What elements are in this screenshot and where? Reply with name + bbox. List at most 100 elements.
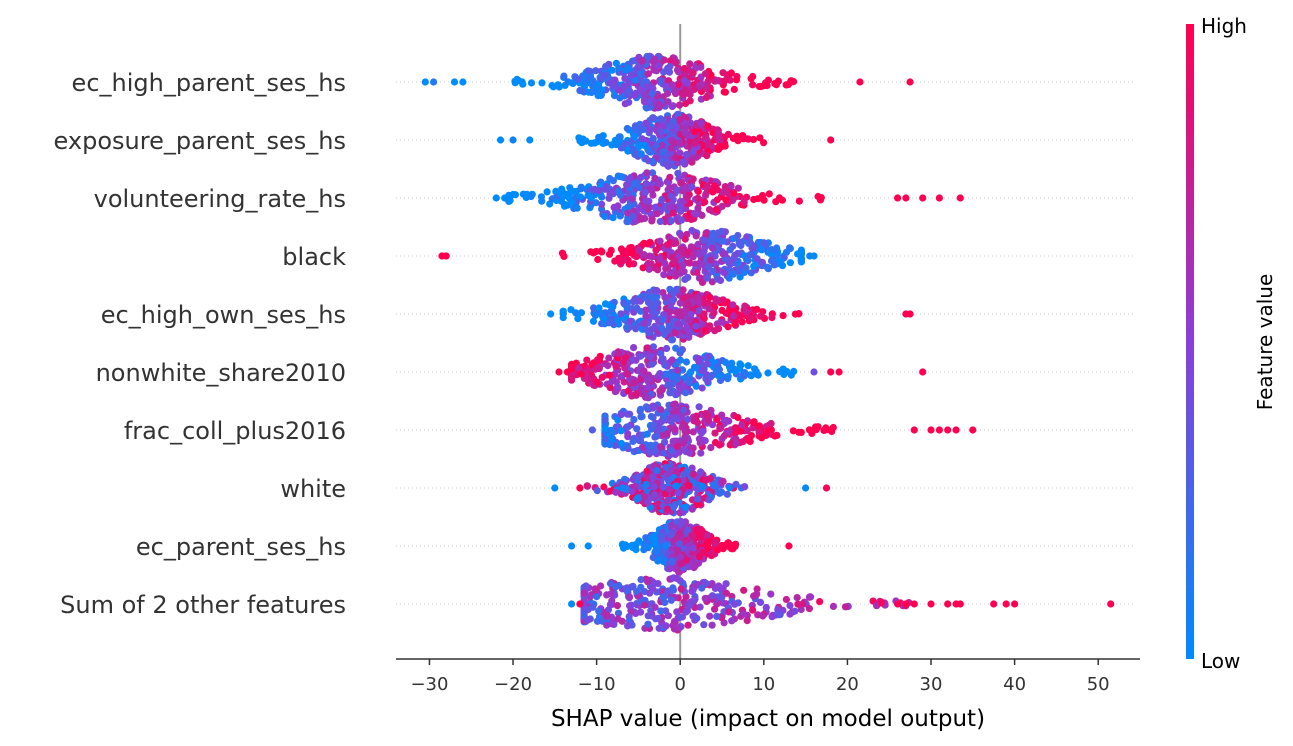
- swarm-dot: [731, 251, 739, 259]
- swarm-dot: [702, 93, 711, 102]
- swarm-dot: [722, 580, 730, 588]
- swarm-dot: [721, 183, 729, 191]
- swarm-dot: [683, 194, 692, 202]
- swarm-dot: [587, 193, 596, 201]
- swarm-dot: [717, 371, 725, 379]
- swarm-dot: [771, 80, 779, 88]
- swarm-dot: [643, 393, 652, 401]
- swarm-dot: [672, 482, 681, 490]
- swarm-dot: [675, 80, 683, 89]
- swarm-dot: [676, 116, 684, 124]
- swarm-dot: [631, 217, 639, 226]
- swarm-dot: [814, 192, 822, 201]
- swarm-dot: [671, 139, 679, 147]
- swarm-dot: [649, 58, 657, 66]
- swarm-dot: [759, 612, 767, 620]
- swarm-dot: [657, 77, 665, 85]
- swarm-dot: [768, 314, 776, 322]
- swarm-dot: [682, 389, 690, 397]
- swarm-dot: [640, 141, 649, 149]
- swarm-dot: [789, 427, 797, 435]
- swarm-dot: [734, 259, 743, 267]
- swarm-dot: [667, 447, 676, 455]
- x-tick-label: 40: [1003, 674, 1026, 695]
- swarm-dot: [661, 293, 669, 301]
- swarm-dot: [691, 595, 699, 603]
- swarm-dot: [614, 609, 623, 617]
- swarm-dot: [701, 70, 710, 78]
- swarm-dot: [642, 83, 651, 91]
- swarm-dot: [731, 600, 739, 608]
- swarm-dot: [680, 406, 688, 414]
- swarm-dot: [688, 183, 696, 191]
- swarm-dot: [653, 210, 661, 218]
- swarm-dot: [665, 485, 673, 494]
- swarm-dot: [605, 371, 614, 379]
- swarm-dot: [628, 487, 636, 496]
- swarm-dot: [719, 599, 727, 607]
- swarm-dot: [620, 378, 628, 386]
- swarm-dot: [662, 82, 670, 90]
- outlier-dot: [459, 78, 467, 86]
- outlier-dot: [944, 426, 952, 434]
- swarm-dot: [652, 547, 660, 555]
- swarm-dot: [624, 622, 632, 630]
- x-tick-label: 50: [1087, 674, 1110, 695]
- swarm-dot: [670, 296, 678, 304]
- swarm-dot: [648, 325, 656, 333]
- swarm-dot: [664, 381, 672, 389]
- swarm-dot: [637, 173, 645, 181]
- swarm-dot: [630, 344, 638, 352]
- swarm-dot: [679, 476, 687, 484]
- swarm-dot: [697, 63, 705, 71]
- swarm-dot: [694, 187, 702, 195]
- outlier-dot: [496, 136, 505, 144]
- swarm-dot: [621, 140, 629, 148]
- swarm-dot: [679, 158, 687, 166]
- swarm-dot: [683, 150, 691, 159]
- swarm-dot: [522, 193, 530, 201]
- swarm-dot: [605, 319, 613, 327]
- swarm-dot: [672, 239, 680, 247]
- swarm-dot: [692, 232, 700, 240]
- swarm-dot: [692, 153, 701, 161]
- swarm-dot: [656, 101, 664, 109]
- swarm-dot: [703, 413, 711, 421]
- swarm-dot: [684, 79, 692, 87]
- swarm-dot: [640, 601, 649, 609]
- swarm-dot: [617, 173, 626, 181]
- swarm-dot: [644, 205, 652, 213]
- swarm-dot: [672, 272, 680, 280]
- swarm-dot: [715, 441, 724, 449]
- swarm-dot: [701, 191, 710, 199]
- swarm-dot: [749, 606, 757, 614]
- swarm-dot: [577, 309, 586, 317]
- swarm-dot: [650, 579, 659, 588]
- swarm-dot: [694, 240, 702, 248]
- swarm-dot: [608, 428, 616, 436]
- swarm-dot: [707, 444, 715, 452]
- colorbar-low-label: Low: [1201, 649, 1240, 673]
- swarm-dot: [691, 128, 699, 136]
- outlier-dot: [935, 426, 944, 434]
- swarm-dot: [672, 407, 680, 415]
- swarm-dot: [743, 233, 751, 241]
- swarm-dot: [689, 586, 697, 594]
- swarm-dot: [702, 579, 710, 588]
- swarm-dot: [680, 64, 689, 73]
- swarm-dot: [722, 589, 731, 597]
- swarm-dot: [657, 443, 665, 451]
- swarm-dot: [703, 538, 712, 547]
- swarm-dot: [648, 403, 656, 411]
- outlier-dot: [568, 600, 576, 608]
- swarm-dot: [590, 304, 598, 312]
- swarm-dot: [642, 180, 650, 188]
- swarm-dot: [797, 428, 805, 436]
- swarm-dot: [694, 355, 702, 363]
- swarm-dot: [797, 605, 805, 614]
- swarm-dot: [691, 139, 699, 147]
- swarm-dot: [665, 68, 674, 76]
- swarm-dot: [626, 602, 634, 610]
- swarm-dot: [674, 169, 682, 177]
- outlier-dot: [969, 426, 977, 434]
